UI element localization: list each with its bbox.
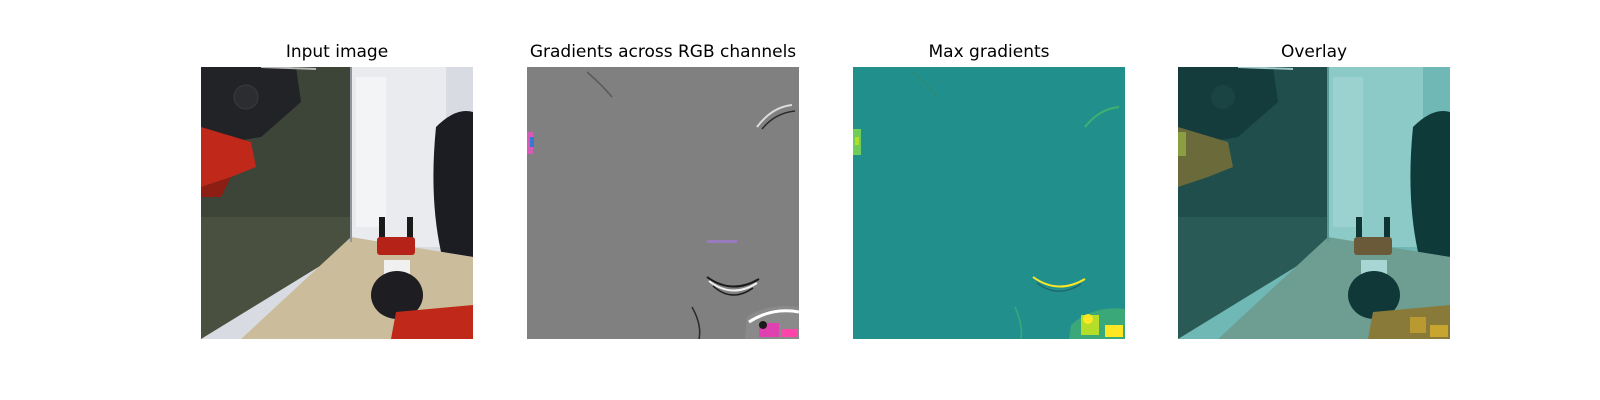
panel-title-max: Max gradients: [928, 42, 1050, 62]
panel-input: Input image: [201, 0, 473, 400]
panel-title-overlay: Overlay: [1280, 42, 1348, 62]
max-gradients-image: [853, 67, 1125, 339]
panel-title-gradients: Gradients across RGB channels: [529, 42, 797, 62]
input-image: [201, 67, 473, 339]
panel-overlay: Overlay: [1178, 0, 1450, 400]
panel-max: Max gradients: [853, 0, 1125, 400]
panel-gradients: Gradients across RGB channels: [527, 0, 799, 400]
gradients-image: [527, 67, 799, 339]
panel-title-input: Input image: [285, 42, 389, 62]
overlay-image: [1178, 67, 1450, 339]
